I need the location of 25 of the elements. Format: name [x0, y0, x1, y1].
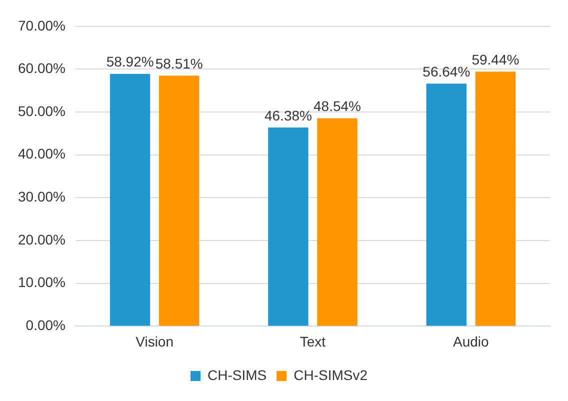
y-tick-label: 10.00%: [18, 274, 66, 290]
bar: [110, 74, 150, 326]
bar: [158, 76, 200, 326]
legend-label: CH-SIMS: [207, 366, 267, 383]
bar: [475, 72, 516, 326]
bar: [317, 118, 358, 326]
bar: [426, 84, 466, 326]
y-tick-label: 0.00%: [26, 317, 66, 334]
y-tick-label: 20.00%: [18, 231, 66, 248]
data-label: 59.44%: [472, 51, 520, 68]
y-tick-label: 70.00%: [18, 17, 66, 34]
data-label: 46.38%: [264, 107, 312, 124]
x-tick-label: Text: [300, 333, 326, 350]
bar: [268, 128, 308, 326]
y-tick-label: 40.00%: [18, 146, 66, 162]
data-label: 58.92%: [106, 54, 154, 70]
y-tick-label: 50.00%: [18, 102, 66, 119]
data-label: 48.54%: [314, 98, 361, 114]
y-tick-label: 30.00%: [18, 188, 66, 205]
data-label: 56.64%: [422, 63, 470, 80]
x-tick-label: Vision: [136, 333, 174, 350]
data-label: 58.51%: [155, 55, 203, 72]
legend-label: CH-SIMSv2: [294, 366, 368, 383]
y-tick-label: 60.00%: [18, 60, 66, 76]
x-tick-label: Audio: [453, 333, 490, 350]
